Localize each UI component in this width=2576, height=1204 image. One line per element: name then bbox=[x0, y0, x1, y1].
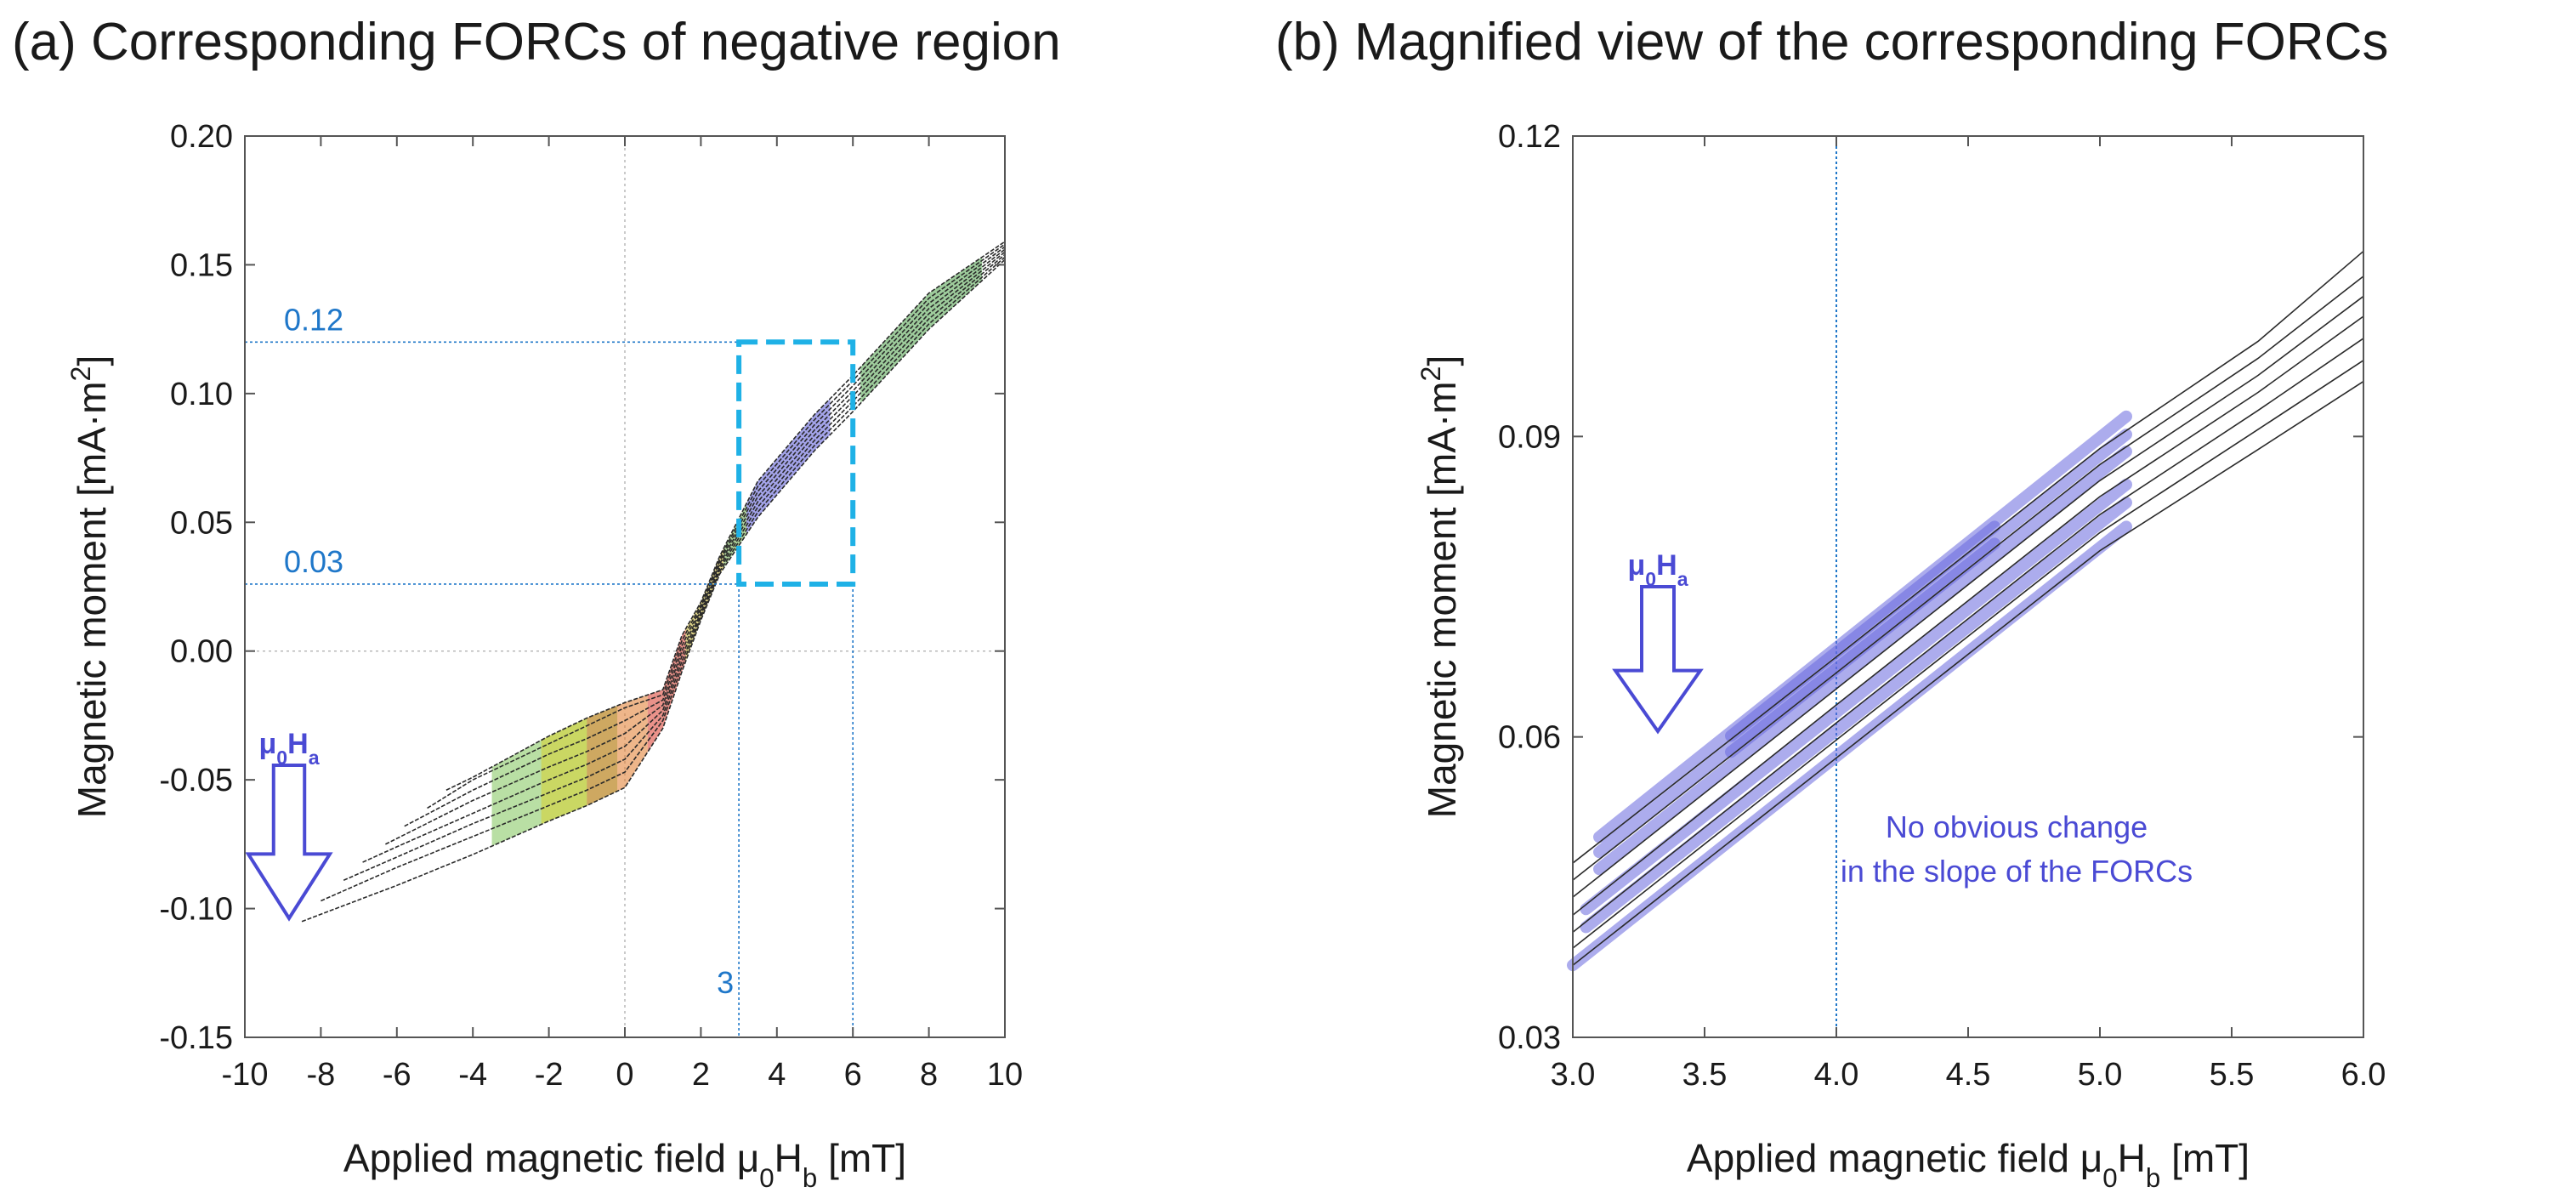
forc-curve bbox=[1572, 275, 2364, 881]
x-tick-label: 6 bbox=[844, 1057, 862, 1093]
y-axis-label: Magnetic moment [mA·m2] bbox=[65, 355, 114, 818]
x-tick-label: -4 bbox=[458, 1057, 487, 1093]
x-tick-label: -8 bbox=[307, 1057, 336, 1093]
y-tick-label: -0.15 bbox=[159, 1020, 233, 1056]
annotation-label-012: 0.12 bbox=[284, 302, 343, 337]
x-axis-label: Applied magnetic field μ0Hb [mT] bbox=[343, 1136, 906, 1193]
annotation-label-3: 3 bbox=[717, 965, 734, 1000]
annotation-note-line1: No obvious change bbox=[1886, 809, 2148, 844]
band-yellow-left bbox=[541, 718, 587, 825]
y-tick-label: 0.12 bbox=[1498, 119, 1561, 155]
x-tick-label: 5.0 bbox=[2078, 1057, 2123, 1093]
forc-curve bbox=[1572, 315, 2364, 916]
annotation-note-line2: in the slope of the FORCs bbox=[1841, 854, 2193, 889]
y-tick-label: -0.10 bbox=[159, 892, 233, 928]
forc-highlight bbox=[1580, 497, 2132, 934]
y-tick-label: 0.10 bbox=[170, 377, 233, 412]
y-tick-label: 0.03 bbox=[1498, 1020, 1561, 1056]
x-tick-label: -6 bbox=[383, 1057, 411, 1093]
field-direction-arrow-label-b: μ0Ha bbox=[1627, 549, 1688, 590]
x-tick-label: 3.5 bbox=[1682, 1057, 1728, 1093]
field-direction-arrow-b bbox=[1612, 585, 1704, 735]
x-tick-label: 0 bbox=[616, 1057, 633, 1093]
x-tick-label: 6.0 bbox=[2341, 1057, 2386, 1093]
x-tick-label: 4.5 bbox=[1946, 1057, 1991, 1093]
forc-curve bbox=[362, 251, 1006, 863]
x-tick-label: 3.0 bbox=[1551, 1057, 1596, 1093]
forc-curve bbox=[301, 258, 1006, 923]
x-tick-label: 2 bbox=[692, 1057, 710, 1093]
y-tick-label: 0.09 bbox=[1498, 419, 1561, 455]
panel-b-chart: μ0Ha No obvious change in the slope of the… bbox=[1416, 119, 2386, 1193]
x-tick-label: -2 bbox=[535, 1057, 564, 1093]
forc-curve bbox=[1572, 250, 2364, 864]
forc-curve bbox=[445, 241, 1006, 791]
y-tick-label: 0.20 bbox=[170, 119, 233, 155]
x-tick-label: 8 bbox=[920, 1057, 938, 1093]
x-tick-label: 4.0 bbox=[1814, 1057, 1859, 1093]
forc-highlight bbox=[1580, 478, 2132, 916]
forc-highlight bbox=[1593, 446, 2132, 876]
forc-curve bbox=[1572, 295, 2364, 898]
y-tick-label: -0.05 bbox=[159, 763, 233, 798]
y-tick-label: 0.00 bbox=[170, 634, 233, 670]
y-tick-label: 0.05 bbox=[170, 505, 233, 541]
forc-curve bbox=[321, 256, 1006, 902]
x-tick-label: 5.5 bbox=[2210, 1057, 2255, 1093]
band-orange bbox=[587, 695, 648, 806]
x-tick-label: 4 bbox=[768, 1057, 786, 1093]
forc-curve bbox=[427, 243, 1006, 809]
annotation-label-003: 0.03 bbox=[284, 544, 343, 579]
forc-highlight bbox=[1725, 537, 2000, 758]
band-green-right bbox=[860, 257, 983, 404]
y-tick-label: 0.06 bbox=[1498, 720, 1561, 756]
forc-curve bbox=[385, 248, 1006, 845]
forc-curve bbox=[1572, 360, 2364, 949]
panel-a-chart: 0.12 0.03 3 μ0Ha -10 -8 -6 -4 -2 0 2 4 6 8 10 -0.15 -0.1… bbox=[65, 119, 1023, 1193]
zoom-box bbox=[736, 339, 856, 587]
y-tick-label: 0.15 bbox=[170, 247, 233, 283]
x-tick-label: -10 bbox=[222, 1057, 269, 1093]
x-tick-label: 10 bbox=[987, 1057, 1023, 1093]
panel-a-title: (a) Corresponding FORCs of negative regi… bbox=[12, 13, 1061, 71]
forc-curve bbox=[1572, 380, 2364, 966]
forc-curve bbox=[1572, 338, 2364, 933]
forc-highlight bbox=[1725, 520, 2000, 742]
field-direction-arrow-label: μ0Ha bbox=[258, 728, 319, 769]
y-axis-label-b: Magnetic moment [mA·m2] bbox=[1416, 355, 1464, 818]
forc-curve bbox=[404, 246, 1006, 827]
plot-frame-b bbox=[1572, 135, 2364, 1038]
x-axis-label-b: Applied magnetic field μ0Hb [mT] bbox=[1687, 1136, 2250, 1193]
plot-frame bbox=[244, 135, 1006, 1038]
forc-curve bbox=[343, 253, 1006, 881]
field-direction-arrow bbox=[245, 764, 333, 922]
panel-b-title: (b) Magnified view of the corresponding … bbox=[1275, 13, 2389, 71]
